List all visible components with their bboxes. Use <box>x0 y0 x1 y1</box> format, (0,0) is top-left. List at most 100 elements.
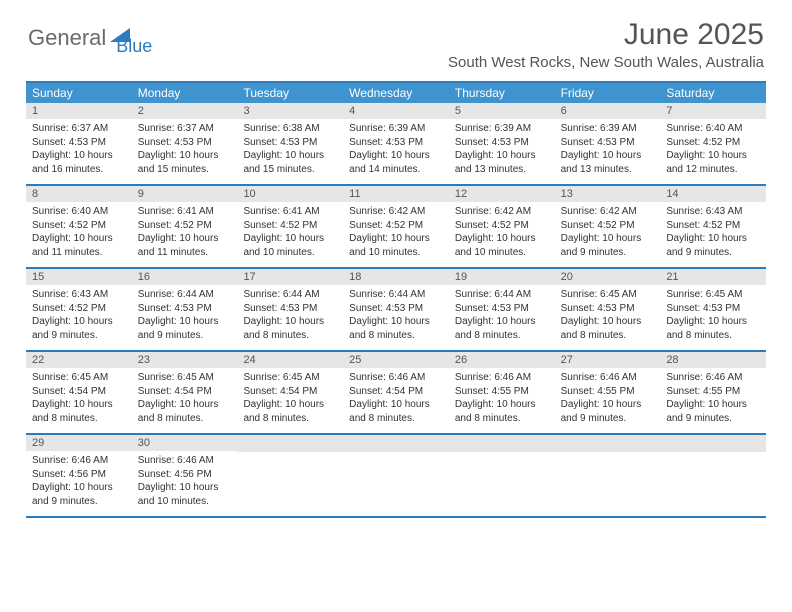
dow-tuesday: Tuesday <box>237 83 343 103</box>
day-number: 4 <box>343 103 449 119</box>
day-cell: 4Sunrise: 6:39 AMSunset: 4:53 PMDaylight… <box>343 103 449 184</box>
day-body: Sunrise: 6:38 AMSunset: 4:53 PMDaylight:… <box>237 119 343 184</box>
day-d2: and 14 minutes. <box>349 163 443 177</box>
day-d1: Daylight: 10 hours <box>138 232 232 246</box>
day-cell: 15Sunrise: 6:43 AMSunset: 4:52 PMDayligh… <box>26 269 132 350</box>
day-sr: Sunrise: 6:40 AM <box>666 122 760 136</box>
day-body: Sunrise: 6:46 AMSunset: 4:56 PMDaylight:… <box>26 451 132 516</box>
day-cell: 8Sunrise: 6:40 AMSunset: 4:52 PMDaylight… <box>26 186 132 267</box>
day-number: 21 <box>660 269 766 285</box>
day-body <box>343 452 449 514</box>
day-d1: Daylight: 10 hours <box>243 149 337 163</box>
day-number: 23 <box>132 352 238 368</box>
day-cell: 26Sunrise: 6:46 AMSunset: 4:55 PMDayligh… <box>449 352 555 433</box>
day-number: 10 <box>237 186 343 202</box>
week-row: 15Sunrise: 6:43 AMSunset: 4:52 PMDayligh… <box>26 269 766 352</box>
day-body <box>449 452 555 514</box>
day-ss: Sunset: 4:53 PM <box>349 302 443 316</box>
day-ss: Sunset: 4:52 PM <box>32 219 126 233</box>
day-d1: Daylight: 10 hours <box>349 149 443 163</box>
day-number: 13 <box>555 186 661 202</box>
day-body <box>555 452 661 514</box>
day-body: Sunrise: 6:39 AMSunset: 4:53 PMDaylight:… <box>343 119 449 184</box>
day-d1: Daylight: 10 hours <box>138 481 232 495</box>
day-d1: Daylight: 10 hours <box>666 315 760 329</box>
day-d1: Daylight: 10 hours <box>666 398 760 412</box>
day-ss: Sunset: 4:54 PM <box>138 385 232 399</box>
day-d1: Daylight: 10 hours <box>32 481 126 495</box>
day-ss: Sunset: 4:53 PM <box>243 302 337 316</box>
day-d2: and 9 minutes. <box>666 246 760 260</box>
day-sr: Sunrise: 6:39 AM <box>455 122 549 136</box>
day-number: 19 <box>449 269 555 285</box>
day-sr: Sunrise: 6:45 AM <box>138 371 232 385</box>
day-cell: 24Sunrise: 6:45 AMSunset: 4:54 PMDayligh… <box>237 352 343 433</box>
day-body: Sunrise: 6:43 AMSunset: 4:52 PMDaylight:… <box>660 202 766 267</box>
day-sr: Sunrise: 6:45 AM <box>32 371 126 385</box>
day-sr: Sunrise: 6:43 AM <box>32 288 126 302</box>
weeks-container: 1Sunrise: 6:37 AMSunset: 4:53 PMDaylight… <box>26 103 766 518</box>
day-d1: Daylight: 10 hours <box>138 149 232 163</box>
day-body: Sunrise: 6:45 AMSunset: 4:54 PMDaylight:… <box>26 368 132 433</box>
day-number: 9 <box>132 186 238 202</box>
day-sr: Sunrise: 6:44 AM <box>138 288 232 302</box>
day-number: 3 <box>237 103 343 119</box>
day-cell <box>449 435 555 516</box>
week-row: 8Sunrise: 6:40 AMSunset: 4:52 PMDaylight… <box>26 186 766 269</box>
day-d2: and 10 minutes. <box>138 495 232 509</box>
day-sr: Sunrise: 6:38 AM <box>243 122 337 136</box>
day-d2: and 13 minutes. <box>561 163 655 177</box>
day-number: 6 <box>555 103 661 119</box>
day-d1: Daylight: 10 hours <box>561 315 655 329</box>
day-ss: Sunset: 4:52 PM <box>32 302 126 316</box>
day-sr: Sunrise: 6:43 AM <box>666 205 760 219</box>
day-number: 14 <box>660 186 766 202</box>
day-body: Sunrise: 6:46 AMSunset: 4:54 PMDaylight:… <box>343 368 449 433</box>
day-d1: Daylight: 10 hours <box>32 232 126 246</box>
day-number: 11 <box>343 186 449 202</box>
day-cell: 6Sunrise: 6:39 AMSunset: 4:53 PMDaylight… <box>555 103 661 184</box>
logo-text-general: General <box>28 25 106 51</box>
day-sr: Sunrise: 6:42 AM <box>455 205 549 219</box>
day-number: 22 <box>26 352 132 368</box>
day-ss: Sunset: 4:53 PM <box>561 302 655 316</box>
day-d1: Daylight: 10 hours <box>561 398 655 412</box>
day-cell: 16Sunrise: 6:44 AMSunset: 4:53 PMDayligh… <box>132 269 238 350</box>
day-d2: and 8 minutes. <box>243 329 337 343</box>
day-d1: Daylight: 10 hours <box>138 315 232 329</box>
day-body: Sunrise: 6:37 AMSunset: 4:53 PMDaylight:… <box>132 119 238 184</box>
day-body: Sunrise: 6:45 AMSunset: 4:53 PMDaylight:… <box>555 285 661 350</box>
day-d2: and 9 minutes. <box>561 412 655 426</box>
day-d1: Daylight: 10 hours <box>455 315 549 329</box>
day-ss: Sunset: 4:55 PM <box>666 385 760 399</box>
day-cell: 11Sunrise: 6:42 AMSunset: 4:52 PMDayligh… <box>343 186 449 267</box>
day-sr: Sunrise: 6:45 AM <box>666 288 760 302</box>
dow-row: Sunday Monday Tuesday Wednesday Thursday… <box>26 83 766 103</box>
day-body: Sunrise: 6:40 AMSunset: 4:52 PMDaylight:… <box>26 202 132 267</box>
day-body <box>660 452 766 514</box>
day-body: Sunrise: 6:42 AMSunset: 4:52 PMDaylight:… <box>449 202 555 267</box>
day-ss: Sunset: 4:53 PM <box>455 136 549 150</box>
day-body: Sunrise: 6:46 AMSunset: 4:55 PMDaylight:… <box>449 368 555 433</box>
day-d1: Daylight: 10 hours <box>32 315 126 329</box>
day-d1: Daylight: 10 hours <box>349 315 443 329</box>
day-cell: 21Sunrise: 6:45 AMSunset: 4:53 PMDayligh… <box>660 269 766 350</box>
day-d2: and 8 minutes. <box>561 329 655 343</box>
day-sr: Sunrise: 6:37 AM <box>32 122 126 136</box>
day-sr: Sunrise: 6:46 AM <box>349 371 443 385</box>
day-d2: and 12 minutes. <box>666 163 760 177</box>
title-block: June 2025 South West Rocks, New South Wa… <box>448 18 764 71</box>
day-number: 8 <box>26 186 132 202</box>
day-body: Sunrise: 6:41 AMSunset: 4:52 PMDaylight:… <box>237 202 343 267</box>
day-d2: and 15 minutes. <box>138 163 232 177</box>
day-number: 25 <box>343 352 449 368</box>
day-ss: Sunset: 4:53 PM <box>138 136 232 150</box>
day-d2: and 10 minutes. <box>455 246 549 260</box>
day-d2: and 8 minutes. <box>455 412 549 426</box>
week-row: 29Sunrise: 6:46 AMSunset: 4:56 PMDayligh… <box>26 435 766 518</box>
day-cell: 3Sunrise: 6:38 AMSunset: 4:53 PMDaylight… <box>237 103 343 184</box>
day-number: 16 <box>132 269 238 285</box>
day-body: Sunrise: 6:42 AMSunset: 4:52 PMDaylight:… <box>555 202 661 267</box>
day-ss: Sunset: 4:53 PM <box>349 136 443 150</box>
day-body: Sunrise: 6:45 AMSunset: 4:54 PMDaylight:… <box>132 368 238 433</box>
